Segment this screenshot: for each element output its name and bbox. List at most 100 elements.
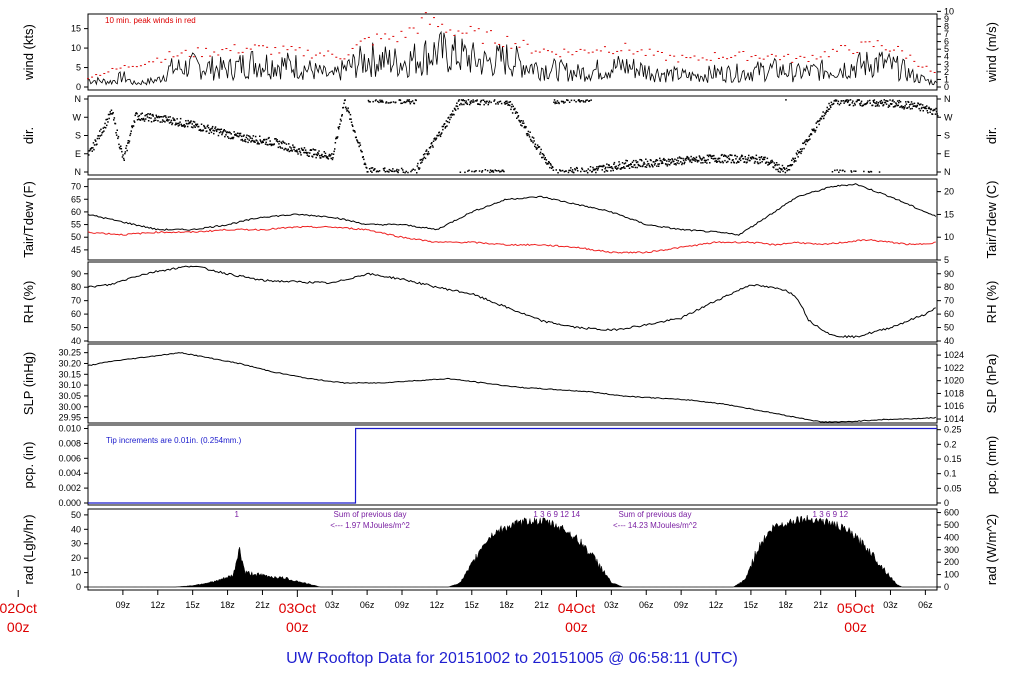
dir-point [584, 170, 586, 173]
dir-point [850, 171, 853, 173]
dir-point [927, 112, 929, 114]
dir-point [577, 170, 579, 172]
dir-point [665, 163, 667, 166]
dir-point [259, 135, 261, 137]
dir-point [434, 137, 436, 139]
dir-ticklabel-left: W [73, 112, 82, 122]
dir-point [270, 143, 272, 145]
dir-point [518, 120, 521, 122]
dir-point [643, 161, 645, 164]
rh-ticklabel-left: 60 [71, 309, 81, 319]
dir-point [421, 159, 424, 161]
dir-point [404, 171, 406, 174]
x-tick-label: 03z [883, 600, 898, 610]
dir-point [176, 118, 178, 120]
dir-point [464, 102, 467, 104]
dir-point [474, 170, 476, 173]
tair-series [87, 183, 937, 236]
dir-point [171, 123, 173, 126]
dir-point [761, 161, 763, 163]
dir-point [717, 157, 720, 160]
dir-point [387, 102, 389, 104]
dir-point [653, 164, 656, 166]
dir-point [585, 170, 588, 172]
rad-ticklabel-left: 10 [71, 568, 81, 578]
dir-point [123, 159, 125, 161]
dir-point [318, 155, 321, 157]
dir-point [91, 150, 93, 152]
dir-point [564, 101, 566, 103]
dir-point [446, 121, 449, 123]
dir-point [741, 155, 744, 157]
dir-point [243, 140, 246, 142]
dir-point [167, 116, 170, 118]
dir-point [613, 163, 615, 165]
dir-point [243, 134, 245, 136]
dir-point [660, 159, 662, 162]
temp-ticklabel-right: 5 [944, 255, 949, 265]
dir-point [374, 168, 376, 170]
rad-ylabel-right: rad (W/m^2) [984, 514, 999, 585]
dir-point [217, 134, 220, 137]
pcp-series [88, 427, 937, 504]
dir-point [357, 142, 360, 144]
dir-point [638, 164, 641, 167]
dir-point [824, 112, 826, 114]
dir-point [391, 170, 393, 173]
dir-point [254, 141, 256, 143]
dir-point [170, 119, 173, 122]
dir-point [214, 126, 217, 128]
dir-point [157, 120, 159, 122]
dir-point [292, 146, 295, 148]
dir-point [337, 126, 339, 129]
dir-point [879, 100, 881, 103]
wind-ticklabel-right: 8 [944, 21, 949, 31]
dir-point [331, 153, 333, 155]
dir-point [183, 126, 186, 128]
dir-point [706, 162, 708, 164]
dir-point [177, 122, 179, 125]
dir-point [838, 171, 840, 173]
dir-point [336, 137, 338, 139]
dir-point [395, 101, 397, 104]
dir-point [126, 149, 128, 152]
dir-point [105, 118, 107, 121]
dir-point [378, 170, 381, 172]
dir-point [282, 140, 284, 143]
dir-point [224, 135, 226, 138]
dir-point [874, 105, 877, 107]
tdew-series [87, 225, 936, 254]
dir-point [758, 156, 760, 159]
dir-point [418, 167, 421, 169]
dir-point [314, 153, 316, 156]
dir-point [846, 99, 848, 101]
dir-point [646, 164, 648, 166]
dir-point [548, 161, 551, 164]
rad-annotation-line2: <--- 1.97 MJoules/m^2 [330, 521, 410, 530]
dir-point [226, 131, 228, 133]
dir-point [289, 149, 292, 152]
dir-point [579, 101, 581, 103]
dir-point [484, 169, 487, 171]
dir-point [590, 99, 592, 101]
dir-ticklabel-right: W [944, 112, 953, 122]
x-date-label: 02Oct [0, 600, 37, 616]
dir-point [654, 162, 656, 165]
dir-point [677, 160, 680, 162]
x-date-hour: 00z [565, 619, 588, 635]
dir-point [95, 140, 97, 142]
dir-point [923, 106, 926, 109]
dir-point [554, 102, 556, 105]
dir-point [791, 159, 793, 162]
dir-point [755, 154, 758, 157]
dir-point [569, 169, 571, 172]
dir-point [219, 128, 221, 131]
dir-point [334, 148, 336, 150]
dir-point [214, 127, 216, 130]
wind-ylabel-right: wind (m/s) [984, 22, 999, 83]
dir-point [574, 168, 576, 170]
dir-point [239, 132, 242, 135]
dir-point [710, 157, 713, 159]
dir-point [213, 132, 215, 135]
dir-point [116, 129, 118, 131]
